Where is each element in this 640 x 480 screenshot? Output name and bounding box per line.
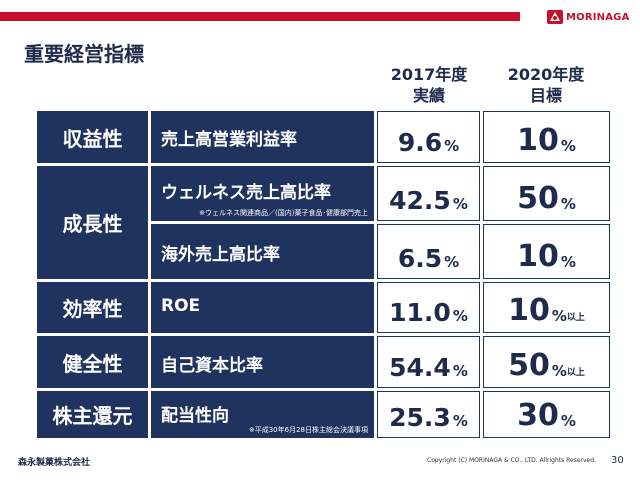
value-2020-cell: 10% 以上 xyxy=(483,282,610,333)
value-2020-cell: 10% xyxy=(483,224,610,279)
page-title: 重要経営指標 xyxy=(24,42,144,66)
indicator-label: 配当性向 xyxy=(161,406,229,426)
indicator-label: 海外売上高比率 xyxy=(161,245,280,265)
percent-sign: % xyxy=(452,195,468,213)
percent-sign: % xyxy=(444,253,460,271)
percent-sign: % xyxy=(560,412,576,430)
table-row: 株主還元 配当性向 ※平成30年6月28日株主総会決議事項 25.3% 30% xyxy=(37,391,610,438)
value-2017-cell: 42.5% xyxy=(377,166,480,221)
category-cell: 成長性 xyxy=(37,166,148,279)
column-header-2020-label: 目標 xyxy=(529,86,562,105)
indicator-label: ウェルネス売上高比率 xyxy=(161,183,331,203)
percent-sign: % xyxy=(452,362,468,380)
value-2020-cell: 30% xyxy=(483,391,610,438)
table-row: ウェルネス売上高比率 ※ウェルネス関連商品／(国内)菓子食品･健康部門売上 42… xyxy=(37,166,610,221)
table-row: 収益性 売上高営業利益率 9.6% 10% xyxy=(37,111,610,163)
value-2017-cell: 54.4% xyxy=(377,336,480,388)
category-cell: 効率性 xyxy=(37,282,148,333)
percent-sign: % xyxy=(560,137,576,155)
value-suffix: 以上 xyxy=(566,313,585,323)
category-cell: 株主還元 xyxy=(37,391,148,438)
indicator-cell: ROE xyxy=(151,282,374,333)
kpi-table: 収益性 売上高営業利益率 9.6% 10% 成長性 ウェルネス売上高比率 ※ウェ… xyxy=(37,111,610,438)
percent-sign: % xyxy=(452,307,468,325)
indicator-label: 自己資本比率 xyxy=(161,356,263,376)
column-header-2017-label: 実績 xyxy=(412,86,445,105)
table-row: 効率性 ROE 11.0% 10% 以上 xyxy=(37,282,610,333)
table-row: 海外売上高比率 6.5% 10% xyxy=(37,224,610,279)
value-2017: 9.6 xyxy=(397,128,443,157)
table-row: 健全性 自己資本比率 54.4% 50% 以上 xyxy=(37,336,610,388)
indicator-label: 売上高営業利益率 xyxy=(161,130,297,150)
value-2020: 10 xyxy=(517,239,559,274)
value-2020-cell: 50% xyxy=(483,166,610,221)
value-2017-cell: 11.0% xyxy=(377,282,480,333)
page-number: 30 xyxy=(611,455,624,466)
indicator-cell: 売上高営業利益率 xyxy=(151,111,374,163)
indicator-cell: 自己資本比率 xyxy=(151,336,374,388)
column-header-2017-year: 2017年度 xyxy=(390,65,468,84)
indicator-cell: ウェルネス売上高比率 ※ウェルネス関連商品／(国内)菓子食品･健康部門売上 xyxy=(151,166,374,221)
value-2017: 25.3 xyxy=(389,403,451,432)
value-2020: 30 xyxy=(517,398,559,433)
percent-sign: % xyxy=(560,195,576,213)
value-2020: 10 xyxy=(508,293,550,328)
percent-sign: % xyxy=(444,137,460,155)
value-2020: 10 xyxy=(517,123,559,158)
indicator-cell: 配当性向 ※平成30年6月28日株主総会決議事項 xyxy=(151,391,374,438)
column-header-2020-year: 2020年度 xyxy=(507,65,585,84)
percent-sign: % xyxy=(452,412,468,430)
indicator-note: ※平成30年6月28日株主総会決議事項 xyxy=(248,426,368,434)
percent-sign: % xyxy=(551,362,567,380)
indicator-note: ※ウェルネス関連商品／(国内)菓子食品･健康部門売上 xyxy=(199,209,368,217)
category-cell: 収益性 xyxy=(37,111,148,163)
value-2017-cell: 6.5% xyxy=(377,224,480,279)
percent-sign: % xyxy=(560,253,576,271)
value-2017: 42.5 xyxy=(389,186,451,215)
footer-company-name: 森永製菓株式会社 xyxy=(18,458,91,468)
logo-text: MORINAGA xyxy=(566,11,630,23)
value-2017-cell: 9.6% xyxy=(377,111,480,163)
value-2020: 50 xyxy=(517,181,559,216)
value-2017: 6.5 xyxy=(397,244,443,273)
column-header-2017: 2017年度 実績 xyxy=(377,64,481,106)
value-2020-cell: 50% 以上 xyxy=(483,336,610,388)
company-logo: MORINAGA xyxy=(547,8,630,26)
category-cell: 健全性 xyxy=(37,336,148,388)
value-2020-cell: 10% xyxy=(483,111,610,163)
indicator-label: ROE xyxy=(161,296,201,316)
top-accent-bar xyxy=(0,12,520,21)
value-2017: 54.4 xyxy=(389,353,451,382)
value-suffix: 以上 xyxy=(566,368,585,378)
value-2020: 50 xyxy=(508,348,550,383)
value-2017-cell: 25.3% xyxy=(377,391,480,438)
indicator-cell: 海外売上高比率 xyxy=(151,224,374,279)
morinaga-angel-icon xyxy=(547,9,563,25)
value-2017: 11.0 xyxy=(389,298,451,327)
percent-sign: % xyxy=(551,307,567,325)
footer-copyright: Copyright (C) MORINAGA & CO., LTD. Allri… xyxy=(427,457,596,464)
column-header-2020: 2020年度 目標 xyxy=(494,64,598,106)
